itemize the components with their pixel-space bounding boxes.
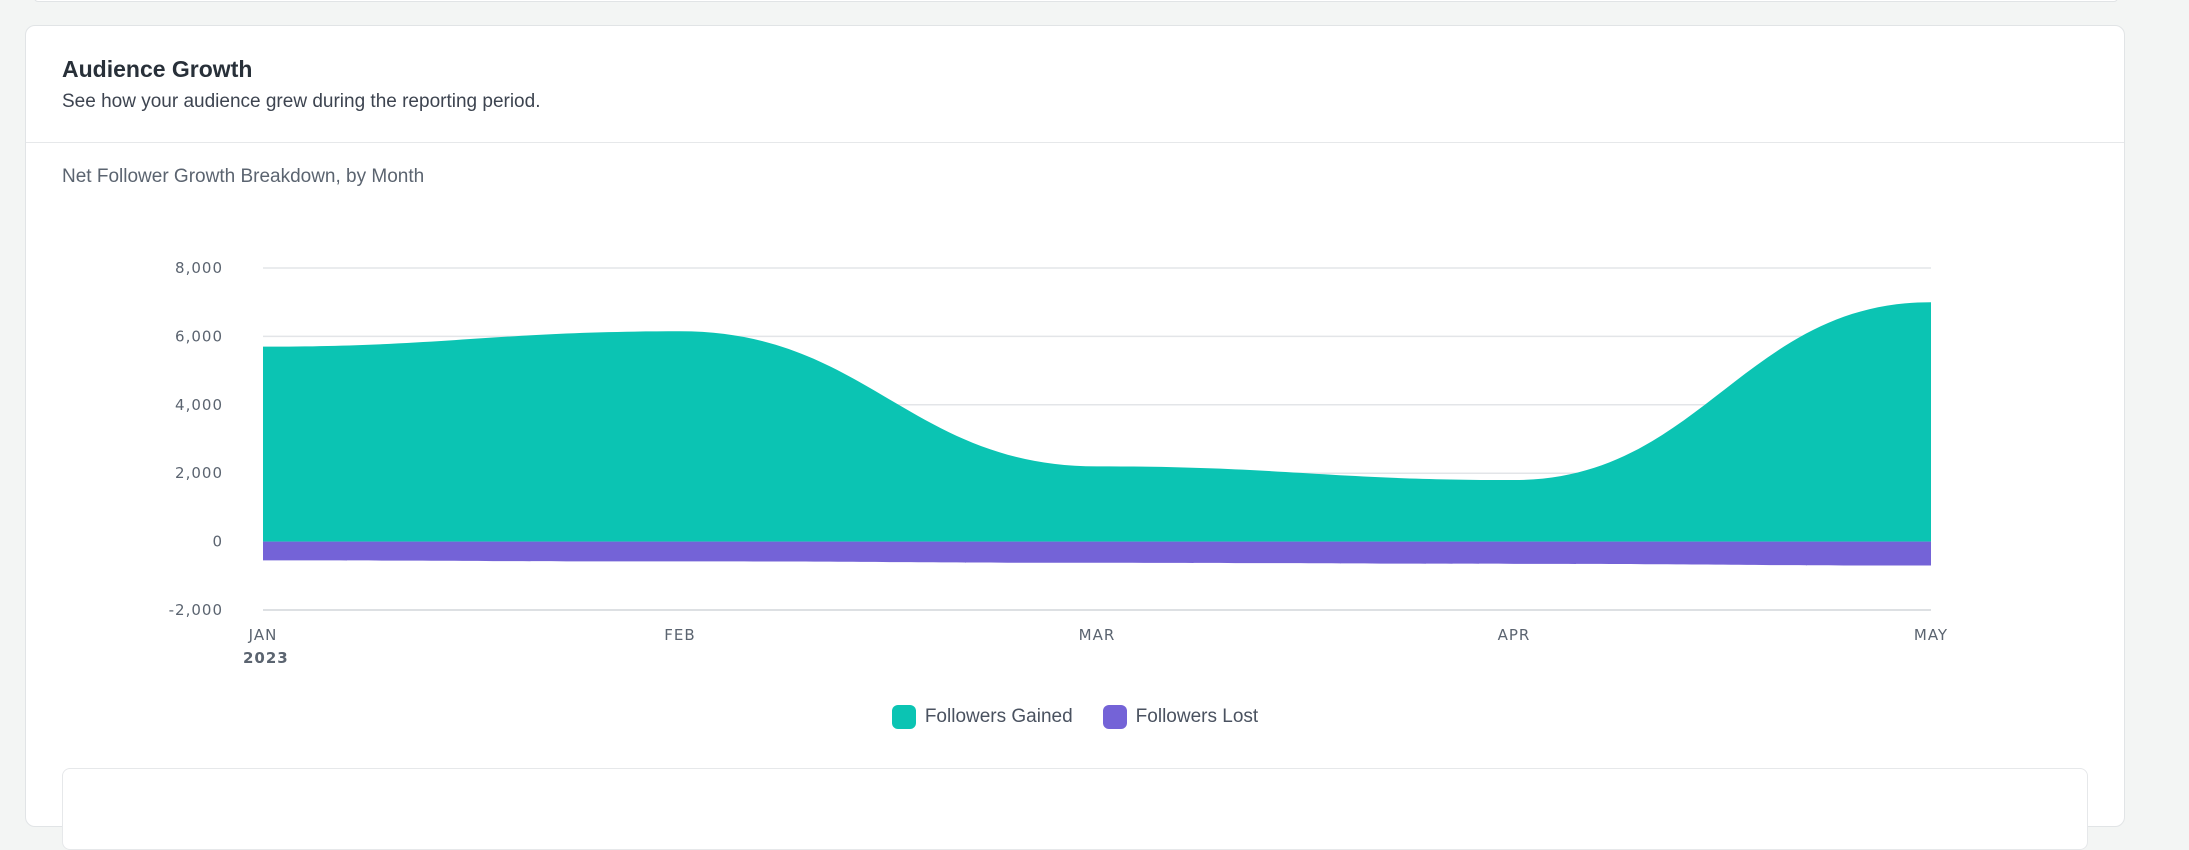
legend-label-gained: Followers Gained [924, 706, 1073, 727]
legend-swatch-lost [1102, 705, 1127, 729]
area-layer [263, 302, 1931, 566]
legend-swatch-gained [891, 705, 916, 729]
legend-item-followers-gained[interactable]: Followers Gained [891, 705, 1073, 729]
y-tick-label: 2,000 [175, 464, 223, 482]
y-tick-label: 4,000 [175, 396, 223, 414]
card-subtitle: See how your audience grew during the re… [62, 91, 541, 112]
x-tick-label: FEB [664, 626, 695, 644]
y-tick-label: 6,000 [175, 327, 223, 345]
y-tick-label: 0 [212, 533, 223, 551]
legend-item-followers-lost[interactable]: Followers Lost [1102, 705, 1259, 729]
previous-card-edge [34, 0, 2118, 2]
card-title: Audience Growth [62, 56, 253, 82]
next-inner-card [62, 768, 2088, 850]
y-tick-label: -2,000 [169, 601, 223, 619]
x-tick-label: MAR [1079, 626, 1116, 644]
chart-legend: Followers Gained Followers Lost [26, 705, 2124, 729]
x-year-label: 2023 [243, 649, 289, 667]
legend-label-lost: Followers Lost [1135, 706, 1259, 727]
audience-growth-card: Audience Growth See how your audience gr… [25, 25, 2125, 850]
x-tick-label: MAY [1914, 626, 1948, 644]
x-tick-label: JAN [248, 626, 278, 644]
series-area-followers-lost [263, 541, 1931, 566]
card-header: Audience Growth See how your audience gr… [26, 26, 2124, 143]
chart-title: Net Follower Growth Breakdown, by Month [62, 166, 425, 187]
series-area-followers-gained [263, 302, 1931, 542]
net-follower-growth-chart: 8,000 6,000 4,000 2,000 0 -2,000 JAN FEB MAR APR M… [169, 259, 1948, 667]
y-tick-label: 8,000 [175, 259, 223, 277]
axis-layer: 8,000 6,000 4,000 2,000 0 -2,000 JAN FEB MAR APR M… [169, 259, 1948, 667]
x-tick-label: APR [1498, 626, 1531, 644]
